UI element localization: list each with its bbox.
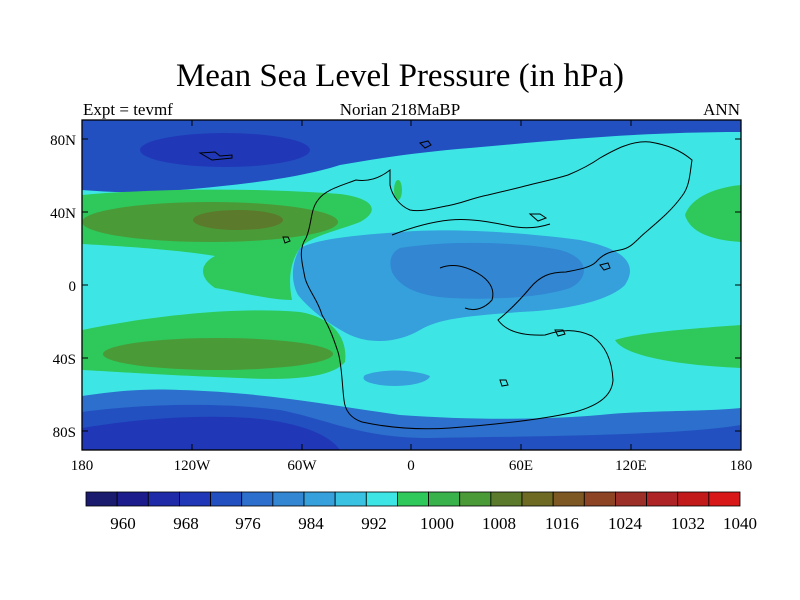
lon-label: 0 bbox=[407, 458, 415, 474]
colorbar-box bbox=[397, 491, 429, 507]
tethys-coast bbox=[391, 219, 551, 236]
lat-label: 80N bbox=[50, 133, 76, 149]
north-island bbox=[198, 151, 233, 161]
colorbar-box bbox=[428, 491, 461, 507]
colorbar-box bbox=[85, 491, 118, 507]
lat-label: 40S bbox=[53, 352, 76, 368]
colorbar-box bbox=[147, 491, 180, 507]
colorbar-box bbox=[677, 491, 710, 507]
colorbar-label: 968 bbox=[173, 514, 199, 533]
pangaea-coast bbox=[300, 141, 693, 430]
lat-label: 0 bbox=[69, 279, 77, 295]
colorbar-box bbox=[303, 491, 336, 507]
field-992-continent bbox=[390, 242, 584, 299]
colorbar bbox=[85, 491, 741, 507]
field-976-north bbox=[140, 133, 310, 167]
colorbar-box bbox=[241, 491, 274, 507]
colorbar-label: 1000 bbox=[420, 514, 454, 533]
season-label: ANN bbox=[703, 100, 740, 119]
colorbar-label: 1008 bbox=[482, 514, 516, 533]
colorbar-box bbox=[116, 491, 149, 507]
colorbar-label: 1016 bbox=[545, 514, 579, 533]
island-3 bbox=[528, 213, 548, 222]
colorbar-box bbox=[272, 491, 305, 507]
colorbar-label: 960 bbox=[110, 514, 136, 533]
lon-label: 60E bbox=[509, 458, 533, 474]
island-1 bbox=[282, 236, 291, 244]
pressure-field bbox=[82, 120, 741, 450]
colorbar-label: 976 bbox=[235, 514, 261, 533]
longitude-axis: 180 120W 60W 0 60E 120E 180 bbox=[71, 120, 753, 474]
island-5 bbox=[499, 379, 509, 387]
colorbar-label: 1040 bbox=[723, 514, 757, 533]
lat-label: 40N bbox=[50, 206, 76, 222]
field-1004-east-south bbox=[615, 325, 741, 368]
island-6 bbox=[554, 329, 566, 337]
colorbar-box bbox=[646, 491, 679, 507]
field-1004-continent bbox=[394, 180, 402, 200]
colorbar-box bbox=[210, 491, 243, 507]
colorbar-box bbox=[334, 491, 367, 507]
field-1012-south bbox=[103, 338, 333, 370]
lat-label: 80S bbox=[53, 425, 76, 441]
colorbar-box bbox=[179, 491, 211, 507]
lon-label: 180 bbox=[730, 458, 753, 474]
island-2 bbox=[419, 140, 432, 149]
field-1016-north bbox=[193, 210, 283, 230]
coastlines bbox=[198, 140, 693, 430]
latitude-axis: 80N 40N 0 40S 80S bbox=[50, 133, 741, 441]
lon-label: 180 bbox=[71, 458, 94, 474]
field-1004-east-north bbox=[685, 185, 741, 242]
gulf-coast bbox=[439, 265, 494, 311]
lon-label: 120W bbox=[174, 458, 212, 474]
lon-label: 60W bbox=[287, 458, 317, 474]
colorbar-label: 1024 bbox=[608, 514, 643, 533]
colorbar-box bbox=[490, 491, 523, 507]
colorbar-label: 1032 bbox=[671, 514, 705, 533]
experiment-label: Expt = tevmf bbox=[83, 100, 173, 119]
colorbar-box bbox=[459, 491, 492, 507]
field-996-south-patch bbox=[363, 370, 430, 386]
colorbar-box bbox=[365, 491, 398, 507]
period-label: Norian 218MaBP bbox=[339, 100, 461, 119]
colorbar-label: 992 bbox=[361, 514, 387, 533]
colorbar-box bbox=[615, 491, 647, 507]
lon-label: 120E bbox=[615, 458, 647, 474]
colorbar-box bbox=[552, 491, 585, 507]
colorbar-box bbox=[708, 491, 741, 507]
colorbar-box bbox=[583, 491, 616, 507]
colorbar-label: 984 bbox=[298, 514, 324, 533]
field-976-south bbox=[82, 416, 340, 450]
island-4 bbox=[599, 262, 611, 271]
colorbar-labels: 960 968 976 984 992 1000 1008 1016 1024 … bbox=[110, 514, 757, 533]
map-title: Mean Sea Level Pressure (in hPa) bbox=[175, 58, 625, 94]
colorbar-box bbox=[521, 491, 554, 507]
